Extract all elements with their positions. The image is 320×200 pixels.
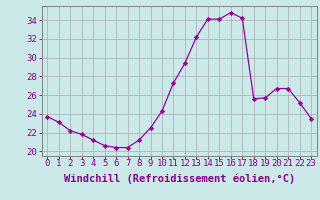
X-axis label: Windchill (Refroidissement éolien,°C): Windchill (Refroidissement éolien,°C) [64,173,295,184]
